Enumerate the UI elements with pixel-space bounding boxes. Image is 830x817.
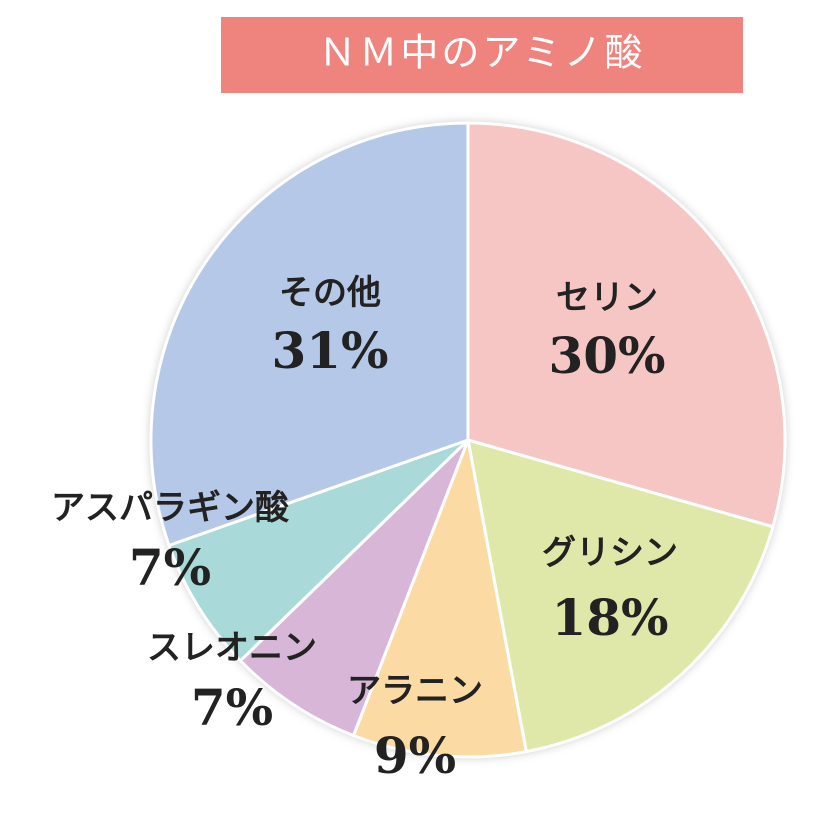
slice-value: 7% xyxy=(191,678,273,737)
slice-value: 31% xyxy=(271,321,388,380)
pie-slice xyxy=(238,438,470,738)
slice-value: 30% xyxy=(548,326,665,385)
slice-name: その他 xyxy=(279,273,381,313)
pie-slice xyxy=(167,438,470,663)
pie-slice xyxy=(351,434,528,759)
slice-value: 18% xyxy=(551,588,668,647)
chart-title: ＮＭ中のアミノ酸 xyxy=(318,31,645,75)
pie-slice xyxy=(149,121,470,548)
pie-slice xyxy=(466,437,775,754)
pie-slice xyxy=(466,121,787,529)
slice-name: スレオニン xyxy=(147,628,317,668)
slice-name: アスパラギン酸 xyxy=(51,488,290,528)
slice-value: 9% xyxy=(374,726,456,785)
title-box xyxy=(221,17,743,93)
slice-name: グリシン xyxy=(542,533,678,573)
slice-name: セリン xyxy=(556,278,658,318)
slice-name: アラニン xyxy=(347,671,483,711)
slice-value: 7% xyxy=(129,538,211,597)
